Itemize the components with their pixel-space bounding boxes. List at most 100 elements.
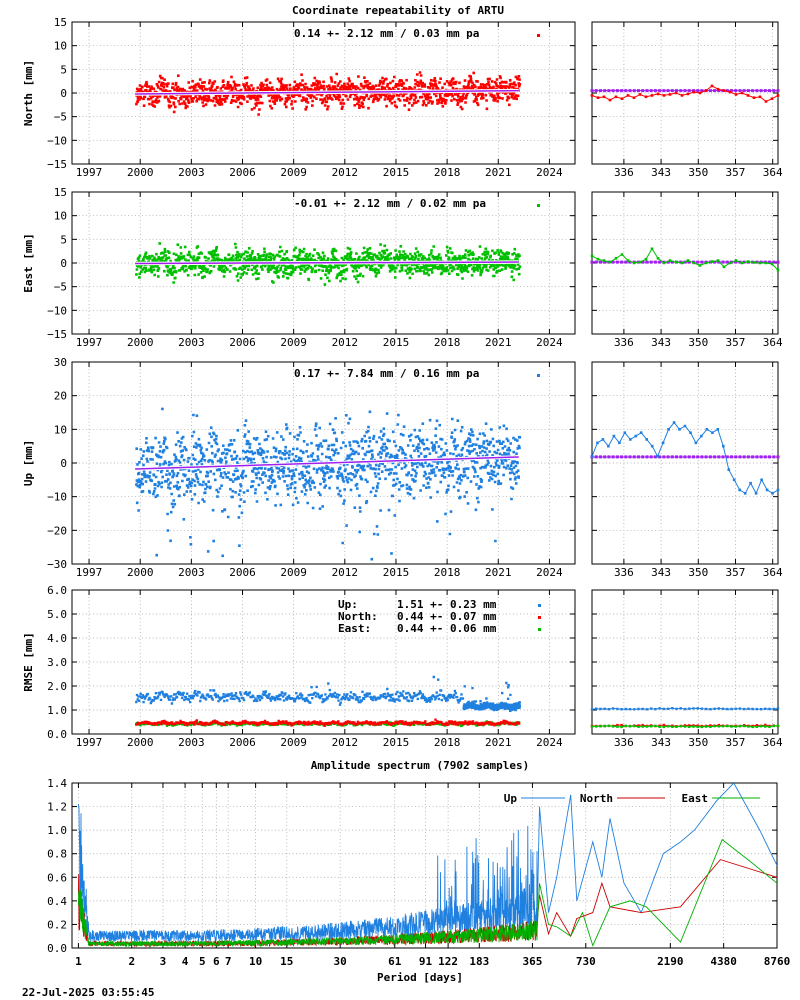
zoom-x-tick-label: 336 [614,336,634,349]
legend-label: East [682,792,709,805]
x-tick-label: 2000 [127,166,154,179]
zoom-x-tick-label: 357 [726,736,746,749]
legend-marker [538,628,541,631]
y-tick-label: 10 [54,40,67,53]
legend-marker [537,34,540,37]
y-tick-label: 4.0 [47,632,67,645]
spectrum-chart: 1.4 1.2 1.0 0.8 0.6 0.4 0.2 0.0 1 2 3 4 5 6 7 10 15 30 61 9… [47,759,790,984]
x-tick-label: 30 [334,955,347,968]
x-tick-label: 2021 [485,166,512,179]
zoom-x-tick-label: 364 [763,566,783,579]
x-tick-label: 2018 [434,566,461,579]
zoom-x-tick-label: 350 [688,336,708,349]
zoom-x-tick-label: 336 [614,566,634,579]
x-tick-label: 2015 [383,736,410,749]
zoom-x-tick-label: 357 [726,566,746,579]
footer-timestamp: 22-Jul-2025 03:55:45 [22,986,154,999]
zoom-rmse-points-up [590,707,780,711]
x-tick-label: 2009 [280,566,307,579]
y-tick-label: 0 [60,87,67,100]
x-tick-label: 2006 [229,336,256,349]
zoom-x-tick-label: 343 [651,166,671,179]
x-tick-label: 2024 [536,736,563,749]
rmse-chart: 6.0 5.0 4.0 3.0 2.0 1.0 0.0 1997 2000 2003 2006 200… [22,584,783,749]
legend-label: Up: [338,598,358,611]
zoom-trend-markers [590,455,780,459]
x-tick-label: 2003 [178,336,205,349]
north-points [135,71,522,116]
rmse-series-north [135,718,521,727]
x-tick-label: 6 [213,955,220,968]
x-tick-label: 2012 [332,566,359,579]
y-tick-label: 1.0 [47,824,67,837]
y-tick-label: 1.2 [47,801,67,814]
y-tick-label: 0.0 [47,942,67,955]
x-tick-label: 2021 [485,336,512,349]
x-tick-label: 122 [438,955,458,968]
north-zoom-panel: 336 343 350 357 364 [590,21,783,179]
x-tick-label: 183 [469,955,489,968]
x-tick-label: 2021 [485,566,512,579]
x-tick-label: 2015 [383,166,410,179]
x-axis-label: Period [days] [377,971,463,984]
zoom-series-points [590,84,780,103]
legend-label: North [580,792,613,805]
zoom-x-tick-label: 357 [726,166,746,179]
y-tick-label: 0 [60,457,67,470]
x-tick-label: 8760 [764,955,791,968]
y-tick-label: 5 [60,233,67,246]
plot-frame [71,191,576,335]
stats-annotation: 0.17 +- 7.84 mm / 0.16 mm pa [294,367,479,380]
y-tick-label: 30 [54,356,67,369]
east-points [135,242,522,286]
x-tick-label: 7 [225,955,232,968]
stats-annotation: -0.01 +- 2.12 mm / 0.02 mm pa [294,197,486,210]
x-tick-label: 2006 [229,166,256,179]
x-tick-label: 2018 [434,736,461,749]
x-tick-label: 2003 [178,166,205,179]
y-tick-label: 0.8 [47,848,67,861]
up-data-points [135,407,522,561]
spectrum-series-east [77,838,777,948]
stats-annotation: 0.14 +- 2.12 mm / 0.03 mm pa [294,27,479,40]
x-tick-label: 2012 [332,166,359,179]
y-tick-label: −5 [54,281,67,294]
y-tick-label: −30 [47,558,67,571]
x-tick-label: 2015 [383,336,410,349]
legend-marker [538,616,541,619]
zoom-x-tick-label: 343 [651,336,671,349]
x-tick-label: 2006 [229,566,256,579]
legend-value: 0.44 +- 0.06 mm [397,622,497,635]
plot-frame [591,21,779,165]
x-tick-label: 2 [128,955,135,968]
north-chart: 15 10 5 0 −5 −10 −15 1997 2000 2003 2006 2009 2012 20… [22,16,783,179]
zoom-x-tick-label: 343 [651,566,671,579]
x-tick-label: 91 [419,955,433,968]
x-tick-label: 2003 [178,566,205,579]
x-tick-label: 2018 [434,336,461,349]
y-tick-label: −10 [47,491,67,504]
x-tick-label: 2012 [332,736,359,749]
x-tick-label: 2015 [383,566,410,579]
y-tick-label: −15 [47,328,67,341]
legend-label: North: [338,610,378,623]
x-tick-label: 5 [199,955,206,968]
trend-line [135,89,519,95]
legend-label: Up [504,792,518,805]
x-tick-label: 2024 [536,566,563,579]
spectrum-title: Amplitude spectrum (7902 samples) [311,759,530,772]
x-tick-label: 1997 [76,566,103,579]
x-tick-label: 1997 [76,736,103,749]
x-tick-label: 10 [249,955,262,968]
zoom-x-tick-label: 336 [614,736,634,749]
x-tick-label: 2000 [127,566,154,579]
x-tick-label: 15 [280,955,293,968]
y-axis-label: North [mm] [22,60,35,126]
x-tick-label: 2006 [229,736,256,749]
y-tick-label: 15 [54,186,67,199]
legend-value: 0.44 +- 0.07 mm [397,610,497,623]
x-tick-label: 2000 [127,736,154,749]
east-chart: 15 10 5 0 −5 −10 −15 1997 2000 2003 2006 2009 2012 20… [22,186,783,349]
plot-frame [71,361,576,565]
